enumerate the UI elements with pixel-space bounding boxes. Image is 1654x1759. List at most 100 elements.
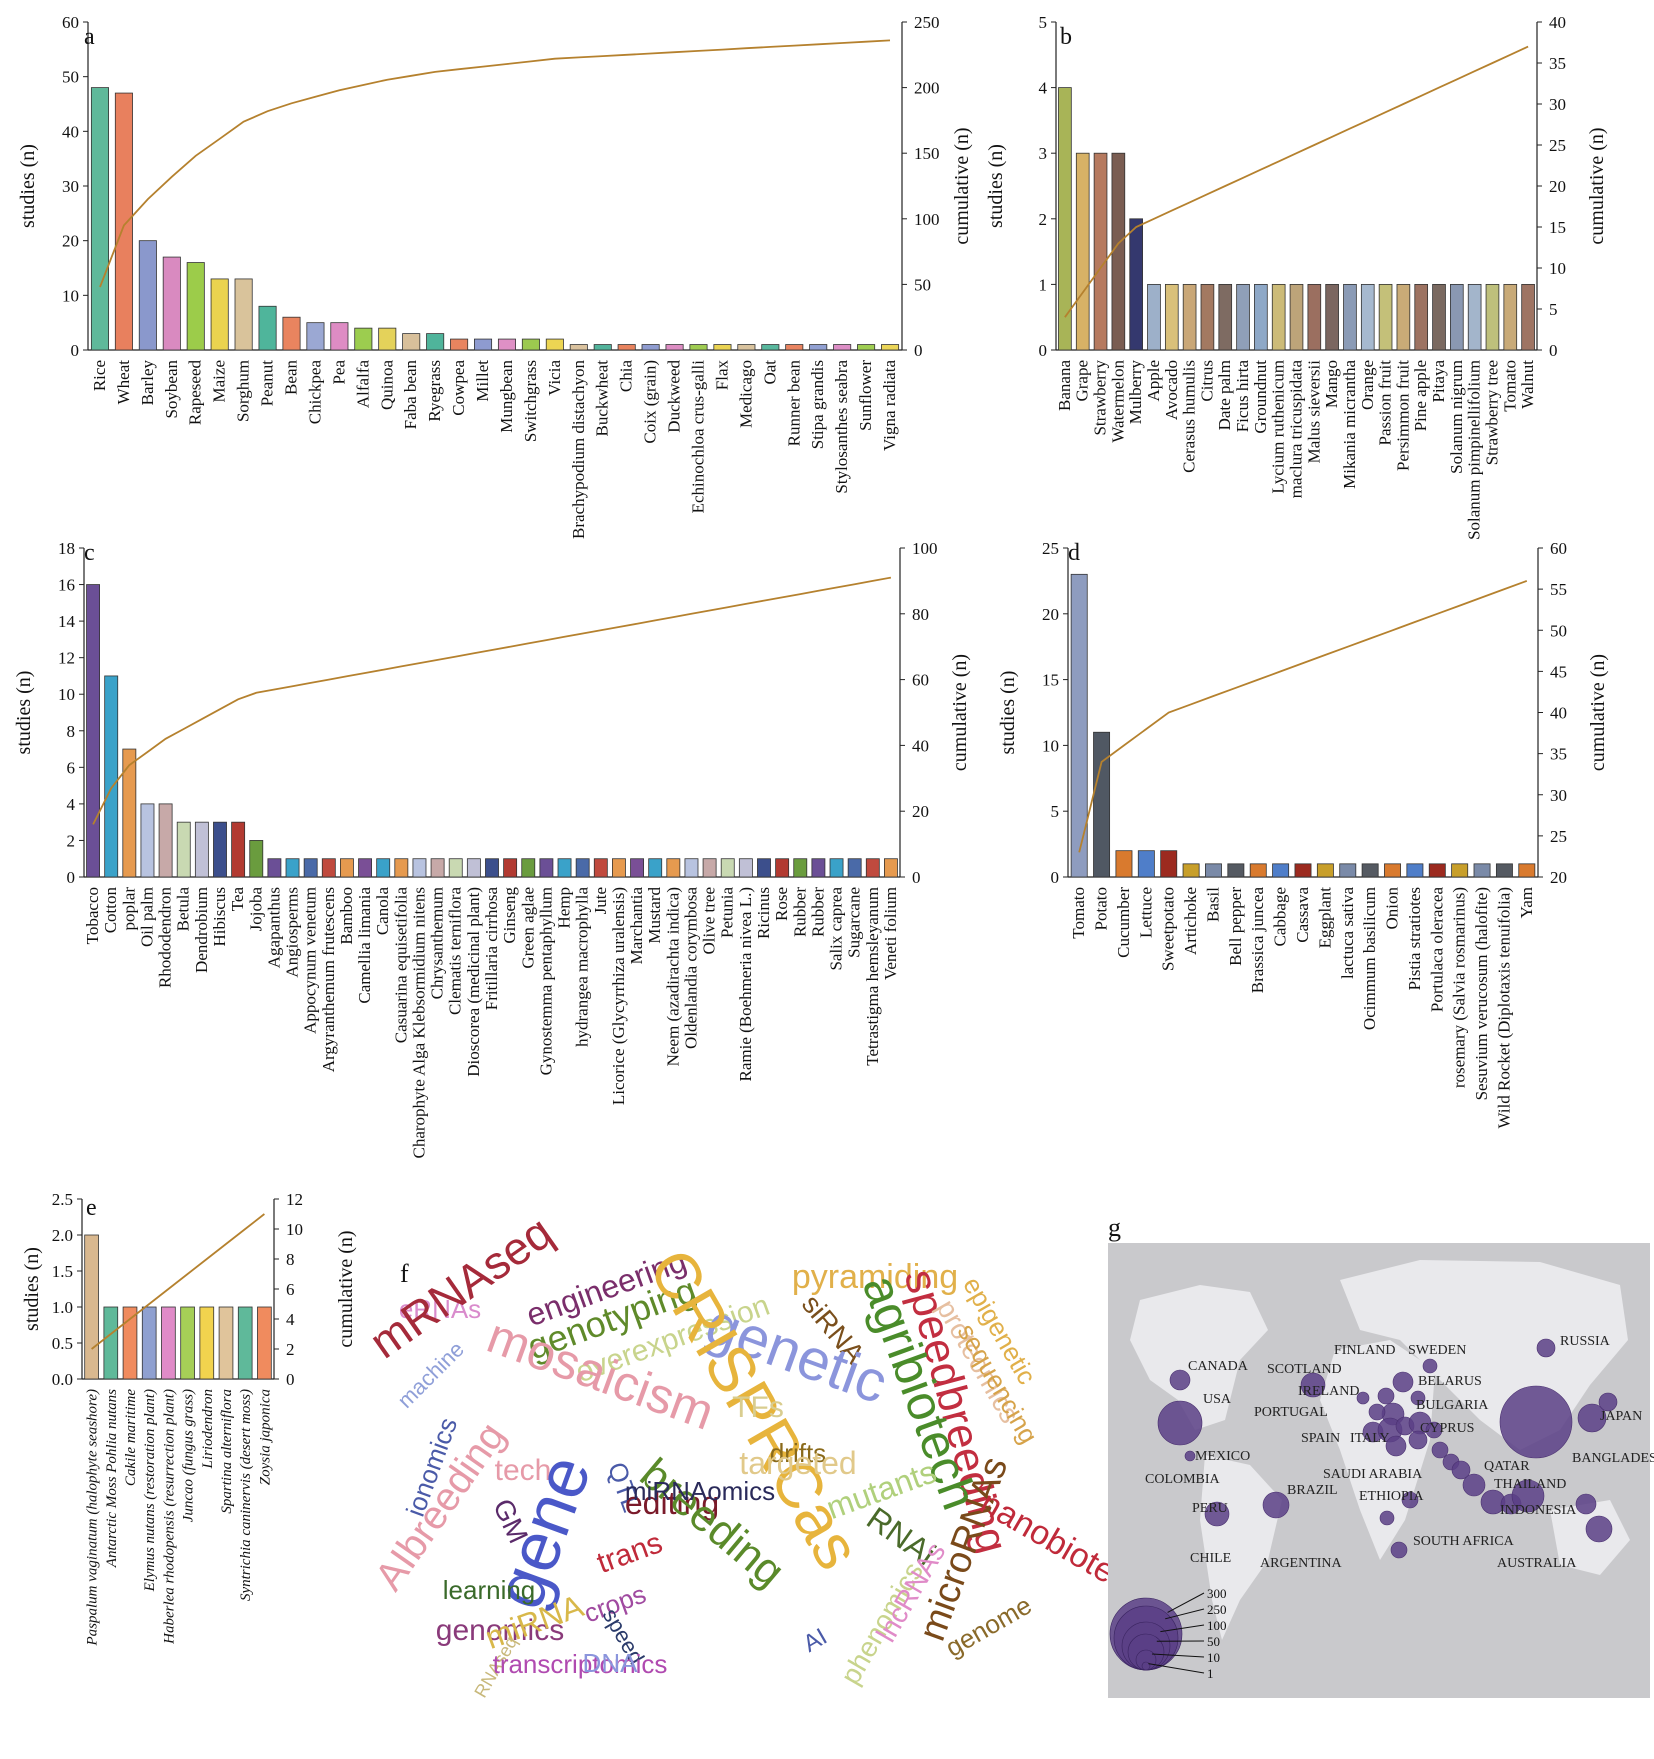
bar xyxy=(340,858,354,878)
country-label: ARGENTINA xyxy=(1260,1556,1343,1571)
map-bubble xyxy=(1390,1541,1408,1559)
bar xyxy=(575,858,590,878)
x-tick-label: Dendrobium xyxy=(192,887,211,973)
x-tick-label: Strawberry tree xyxy=(1482,360,1501,465)
cumulative-line xyxy=(92,576,892,825)
bar xyxy=(557,858,572,878)
x-tick-label: Wheat xyxy=(114,360,133,405)
panel-label: c xyxy=(84,540,95,566)
bar xyxy=(1414,283,1429,351)
map-bubble xyxy=(1169,1369,1191,1391)
map-bubble xyxy=(1262,1491,1290,1519)
map-bubble xyxy=(1408,1430,1428,1450)
country-label: USA xyxy=(1203,1392,1232,1407)
x-tick-label: Hibiscus xyxy=(210,887,229,947)
country-label: IRELAND xyxy=(1298,1384,1359,1399)
bar xyxy=(809,344,828,351)
country-label: PERU xyxy=(1192,1501,1228,1516)
x-tick-label: Mulberry xyxy=(1126,360,1145,425)
x-tick-label: Watermelon xyxy=(1108,360,1127,443)
bar xyxy=(485,858,499,878)
map-bubble xyxy=(1401,1491,1419,1509)
y-tick-label: 0 xyxy=(1051,868,1060,887)
x-tick-label: Cerasus humulis xyxy=(1180,360,1199,473)
y-axis-title: studies (n) xyxy=(13,671,35,755)
bar xyxy=(104,675,119,878)
bar xyxy=(466,858,481,878)
x-tick-label: Passion fruit xyxy=(1376,360,1395,446)
y-tick-label: 10 xyxy=(58,685,75,704)
x-tick-label: Elymus nutans (restoration plant) xyxy=(142,1389,158,1592)
bar xyxy=(114,92,133,351)
bar xyxy=(811,858,826,878)
x-tick-label: Argyranthemum frutescens xyxy=(319,887,338,1072)
y2-tick-label: 5 xyxy=(1549,300,1558,319)
country-label: SPAIN xyxy=(1301,1431,1340,1446)
x-tick-label: Soybean xyxy=(162,360,181,419)
bar xyxy=(1111,152,1126,351)
x-tick-label: Bell pepper xyxy=(1226,887,1245,966)
x-tick-label: Tea xyxy=(228,887,247,912)
x-tick-label: Pistia stratiotes xyxy=(1405,887,1424,990)
y-tick-label: 18 xyxy=(58,539,75,558)
y2-tick-label: 50 xyxy=(914,275,931,294)
y2-tick-label: 6 xyxy=(286,1280,295,1299)
y2-tick-label: 40 xyxy=(912,736,929,755)
map-bubble xyxy=(1536,1338,1556,1358)
bar xyxy=(180,1306,195,1380)
y-tick-label: 20 xyxy=(1042,605,1059,624)
chart-panel-e: 0.0 0.5 1.0 1.5 2.0 2.5 0 2 4 6 8 10 12 studies (n) cu… xyxy=(21,1190,357,1647)
x-tick-label: hydrangea macrophylla xyxy=(573,887,592,1047)
y-tick-label: 6 xyxy=(67,758,76,777)
word: trans xyxy=(593,1526,667,1580)
map-bubble xyxy=(1585,1515,1613,1543)
x-tick-label: Mango xyxy=(1322,360,1341,408)
bar xyxy=(303,858,318,878)
bar xyxy=(1129,218,1143,351)
map-bubble xyxy=(1451,1460,1471,1480)
country-label: PORTUGAL xyxy=(1254,1405,1328,1420)
bar xyxy=(402,333,421,351)
y-tick-label: 10 xyxy=(1042,736,1059,755)
bar xyxy=(321,858,336,878)
bar xyxy=(1473,863,1491,878)
x-tick-label: Cotton xyxy=(101,887,120,934)
y-tick-label: 15 xyxy=(1042,671,1059,690)
x-tick-label: Medicago xyxy=(736,360,755,428)
x-tick-label: Tomato xyxy=(1069,887,1088,939)
x-tick-label: Orange xyxy=(1358,360,1377,410)
bar xyxy=(1428,863,1446,878)
x-tick-label: Bamboo xyxy=(337,887,356,945)
x-tick-label: Tobacco xyxy=(83,887,102,944)
bar xyxy=(857,344,876,351)
legend-label: 1 xyxy=(1207,1666,1214,1681)
x-tick-label: Pine apple xyxy=(1411,360,1430,431)
bar xyxy=(1058,87,1072,351)
x-tick-label: Peanut xyxy=(258,360,277,407)
bar xyxy=(138,240,157,351)
y2-tick-label: 10 xyxy=(1549,259,1566,278)
bar xyxy=(90,87,109,351)
x-tick-label: Chia xyxy=(617,360,636,393)
x-tick-label: Switchgrass xyxy=(521,360,540,442)
country-label: SOUTH AFRICA xyxy=(1413,1534,1515,1549)
x-tick-label: Solanum nigrum xyxy=(1447,360,1466,474)
x-tick-label: Gynostemma pentaphyllum xyxy=(536,887,555,1075)
country-label: RUSSIA xyxy=(1560,1334,1611,1349)
bar xyxy=(1396,283,1411,351)
x-tick-label: Sesuvium verucosum (halofite) xyxy=(1472,887,1491,1100)
x-tick-label: Casuarina equisetifolia xyxy=(391,887,410,1044)
bar xyxy=(122,748,137,878)
y2-tick-label: 35 xyxy=(1550,745,1567,764)
bar xyxy=(1115,850,1133,878)
y2-tick-label: 30 xyxy=(1549,95,1566,114)
x-tick-label: Lycium ruthenicum xyxy=(1269,360,1288,494)
x-tick-label: Flax xyxy=(712,360,731,391)
x-tick-label: Alfalfa xyxy=(353,360,372,409)
country-label: JAPAN xyxy=(1600,1409,1642,1424)
x-tick-label: Fritillaria cirrhosa xyxy=(482,887,501,1011)
legend-bubble xyxy=(1141,1661,1151,1671)
panel-label: e xyxy=(86,1195,97,1221)
chart-panel-a: 0 10 20 30 40 50 60 0 50 100 150 200 250 studies (n) c… xyxy=(17,13,973,539)
bar xyxy=(257,1306,272,1380)
